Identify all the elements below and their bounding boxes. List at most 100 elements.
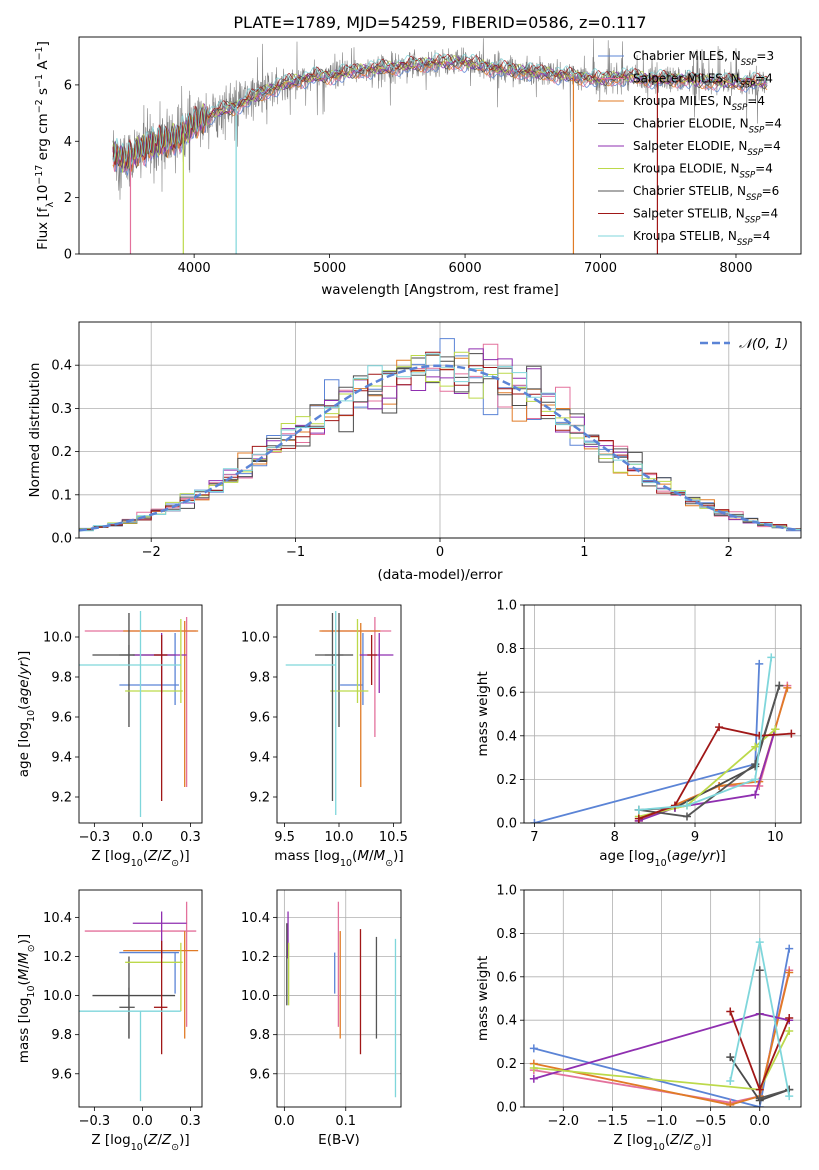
series-kroupa-stelib xyxy=(634,653,776,814)
x-tick-label: 0.0 xyxy=(132,1114,153,1129)
data-marker xyxy=(771,725,780,734)
errorbar-point xyxy=(119,951,179,994)
x-tick-label: 0.0 xyxy=(132,830,153,845)
errorbar-point xyxy=(79,1010,181,1102)
legend-series-name: Kroupa ELODIE xyxy=(633,162,723,176)
y-tick-label: 9.8 xyxy=(249,1028,270,1043)
legend-nssp: 4 xyxy=(773,139,781,153)
legend-nssp: 4 xyxy=(770,207,778,221)
data-marker xyxy=(715,723,724,732)
errorbar-point xyxy=(359,633,394,693)
data-marker xyxy=(726,1076,735,1085)
data-marker xyxy=(755,659,764,668)
y-tick-label: 9.6 xyxy=(249,711,270,726)
x-tick-label: 6000 xyxy=(449,261,482,276)
legend-series-name: Chabrier STELIB xyxy=(633,184,729,198)
data-marker xyxy=(529,1044,538,1053)
plot-area xyxy=(79,901,199,1102)
legend-nssp: 4 xyxy=(763,229,771,243)
y-tick-label: 6 xyxy=(64,78,72,93)
data-marker xyxy=(755,966,764,975)
legend-nssp: 4 xyxy=(765,162,773,176)
axes-frame xyxy=(523,604,802,824)
x-axis-label: Z [log10(Z/Z⊙)] xyxy=(613,1132,711,1153)
series-chabrier-stelib xyxy=(755,966,794,1103)
overlay: 0.0 0.1 9.6 9.8 10.0 10.2 10.4 E(B-V) xyxy=(241,889,402,1148)
series-line xyxy=(638,685,781,818)
axes-frame xyxy=(78,36,802,255)
data-marker xyxy=(634,805,643,814)
y-tick-label: 0.2 xyxy=(496,773,517,788)
series-line xyxy=(638,657,773,811)
y-tick-label: 1.0 xyxy=(496,599,517,614)
y-tick-label: 0.6 xyxy=(496,970,517,985)
data-marker xyxy=(726,1007,735,1016)
errorbar-point xyxy=(92,613,176,727)
data-marker xyxy=(530,819,539,823)
data-marker xyxy=(785,1014,794,1023)
series-chabrier-stelib xyxy=(634,681,784,821)
y-tick-label: 9.6 xyxy=(249,1067,270,1082)
x-tick-label: 7000 xyxy=(584,261,617,276)
plot-area xyxy=(286,901,397,1098)
gridlines xyxy=(524,604,801,824)
y-tick-label: 0.4 xyxy=(496,729,517,744)
data-marker xyxy=(767,653,776,662)
x-tick-label: 9 xyxy=(691,830,699,845)
plot-area xyxy=(285,611,394,815)
x-tick-label: 10 xyxy=(767,830,784,845)
y-tick-label: 0.2 xyxy=(51,445,72,460)
data-marker xyxy=(751,790,760,799)
axes-frame xyxy=(523,889,802,1108)
x-tick-label: −0.3 xyxy=(79,830,111,845)
x-tick-label: 0.3 xyxy=(180,1114,201,1129)
normal-curve xyxy=(79,364,799,532)
axes-frame xyxy=(78,889,203,1108)
plot-area xyxy=(79,338,801,533)
x-tick-label: −2 xyxy=(142,545,161,560)
errorbar-point xyxy=(123,931,199,1039)
data-marker xyxy=(785,944,794,953)
data-marker xyxy=(755,1094,764,1103)
y-tick-label: 10.2 xyxy=(43,950,72,965)
legend-nssp: 3 xyxy=(766,49,774,63)
x-axis-label: (data-model)/error xyxy=(377,567,503,583)
y-tick-label: 0.3 xyxy=(51,402,72,417)
legend-series-name: Salpeter STELIB xyxy=(633,207,728,221)
panel-age-vs-mass: 9.5 10.0 10.5 9.2 9.4 9.6 9.8 10.0 mass [log10(M… xyxy=(241,604,408,869)
x-tick-label: 4000 xyxy=(178,261,211,276)
series-salpeter-stelib xyxy=(634,723,796,823)
errorbar-point xyxy=(119,987,135,1039)
histogram-kroupa-stelib xyxy=(79,353,801,532)
y-tick-label: 0.4 xyxy=(496,1014,517,1029)
overlay: −0.3 0.0 0.3 9.6 9.8 10.0 10.2 10.4 Z [log10(Z/Z… xyxy=(16,889,203,1153)
panel-age-vs-Z: −0.3 0.0 0.3 9.2 9.4 9.6 9.8 10.0 Z [log10(Z/Z⊙)… xyxy=(16,604,203,869)
y-tick-label: 9.8 xyxy=(51,1028,72,1043)
x-tick-label: 0.0 xyxy=(274,1114,295,1129)
series-salpeter-elodie xyxy=(634,725,780,823)
series-line xyxy=(638,728,776,818)
x-tick-label: 10.0 xyxy=(325,830,354,845)
y-tick-label: 9.8 xyxy=(51,671,72,686)
series-line xyxy=(638,729,777,822)
y-tick-label: 0.6 xyxy=(496,686,517,701)
y-tick-label: 10.0 xyxy=(241,989,270,1004)
x-axis-label: Z [log10(Z/Z⊙)] xyxy=(91,848,189,869)
errorbar-point xyxy=(153,635,168,801)
axes-frame xyxy=(276,889,402,1108)
x-tick-label: −0.5 xyxy=(695,1114,727,1129)
y-tick-label: 10.0 xyxy=(43,631,72,646)
legend-series-name: Chabrier ELODIE xyxy=(633,117,732,131)
errorbar-point xyxy=(285,611,337,815)
data-marker xyxy=(755,731,764,740)
y-tick-label: 0.8 xyxy=(496,642,517,657)
panel-massweight-vs-Z: −2.0 −1.5 −1.0 −0.5 0.0 0.0 0.2 0.4 0.6 0.8 1.0 Z [… xyxy=(475,884,802,1153)
y-tick-label: 9.2 xyxy=(249,791,270,806)
x-tick-label: 0.3 xyxy=(180,830,201,845)
errorbar-point xyxy=(125,942,183,1012)
y-tick-label: 0.0 xyxy=(496,1101,517,1116)
overlay: −2.0 −1.5 −1.0 −0.5 0.0 0.0 0.2 0.4 0.6 0.8 1.0 Z [… xyxy=(475,884,802,1153)
y-tick-label: 0.2 xyxy=(496,1057,517,1072)
data-marker xyxy=(755,938,764,947)
errorbar-point xyxy=(119,633,179,705)
